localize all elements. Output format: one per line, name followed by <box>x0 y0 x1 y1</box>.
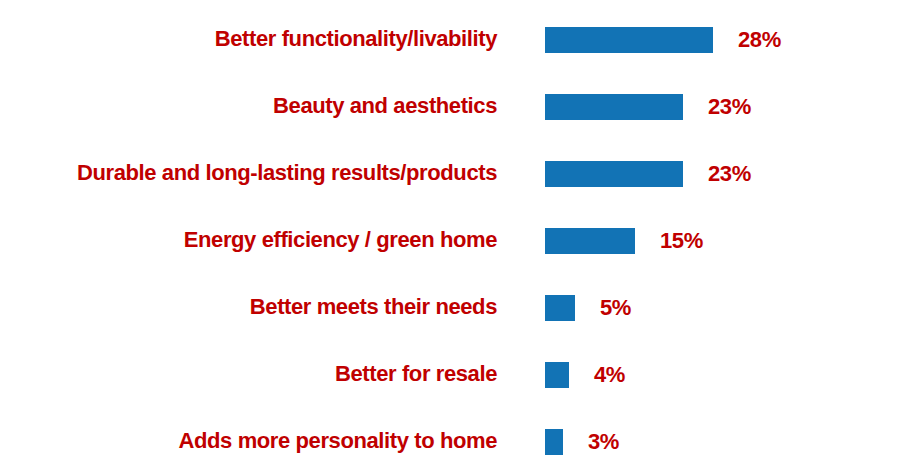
bar-row: Better meets their needs 5% <box>0 274 902 341</box>
category-label: Better functionality/livability <box>0 27 497 51</box>
category-label: Beauty and aesthetics <box>0 94 497 118</box>
bar-row: Better for resale 4% <box>0 341 902 408</box>
category-label: Energy efficiency / green home <box>0 228 497 252</box>
bar-chart: Better functionality/livability 28% Beau… <box>0 6 902 475</box>
category-label: Durable and long-lasting results/product… <box>0 161 497 185</box>
bar-row: Better functionality/livability 28% <box>0 6 902 73</box>
bar-row: Durable and long-lasting results/product… <box>0 140 902 207</box>
bar-chart-canvas: Better functionality/livability 28% Beau… <box>0 0 902 476</box>
category-label: Better for resale <box>0 362 497 386</box>
bar <box>545 429 563 455</box>
value-label: 4% <box>594 362 625 388</box>
bar <box>545 94 683 120</box>
value-label: 28% <box>738 27 781 53</box>
value-label: 23% <box>708 94 751 120</box>
value-label: 15% <box>660 228 703 254</box>
bar <box>545 27 713 53</box>
value-label: 23% <box>708 161 751 187</box>
value-label: 3% <box>588 429 619 455</box>
category-label: Better meets their needs <box>0 295 497 319</box>
bar <box>545 161 683 187</box>
value-label: 5% <box>600 295 631 321</box>
bar-row: Beauty and aesthetics 23% <box>0 73 902 140</box>
bar <box>545 362 569 388</box>
category-label: Adds more personality to home <box>0 429 497 453</box>
bar-row: Adds more personality to home 3% <box>0 408 902 475</box>
bar <box>545 228 635 254</box>
bar <box>545 295 575 321</box>
bar-row: Energy efficiency / green home 15% <box>0 207 902 274</box>
